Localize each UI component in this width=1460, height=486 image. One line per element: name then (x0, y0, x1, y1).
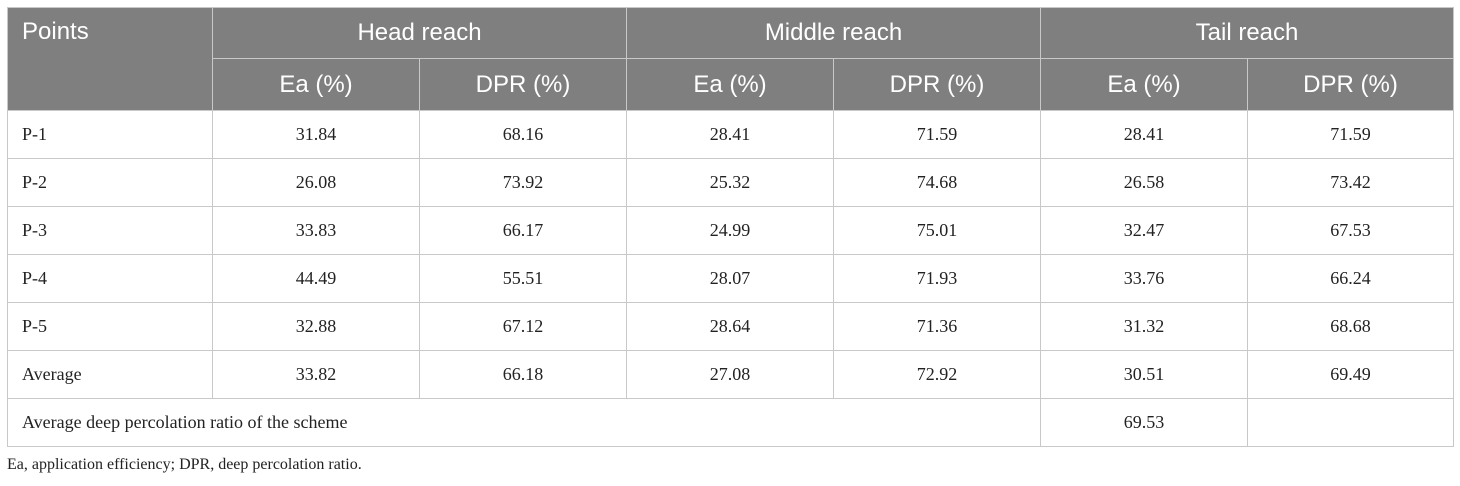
summary-row: Average deep percolation ratio of the sc… (6, 398, 1455, 447)
cell: 68.68 (1247, 302, 1455, 351)
cell: 28.41 (1040, 110, 1249, 159)
table-row: P-3 33.83 66.17 24.99 75.01 32.47 67.53 (7, 206, 1455, 255)
cell: 72.92 (833, 350, 1042, 399)
cell: 66.18 (418, 350, 628, 399)
cell: 66.24 (1247, 254, 1455, 303)
cell: 26.08 (212, 158, 420, 207)
cell: 75.01 (833, 206, 1042, 255)
header-points: Points (7, 7, 213, 111)
header-row-subcolumns: Ea (%) DPR (%) Ea (%) DPR (%) Ea (%) DPR… (8, 58, 1455, 111)
cell: 44.49 (212, 254, 420, 303)
header-head-ea: Ea (%) (212, 58, 420, 111)
percolation-table: Points Head reach Middle reach Tail reac… (6, 7, 1455, 447)
row-label: Average (7, 350, 213, 399)
data-table-container: Points Head reach Middle reach Tail reac… (6, 7, 1455, 447)
cell: 31.32 (1040, 302, 1249, 351)
cell: 26.58 (1040, 158, 1249, 207)
cell: 66.17 (418, 206, 628, 255)
cell: 71.36 (833, 302, 1042, 351)
cell: 31.84 (212, 110, 420, 159)
table-row: P-4 44.49 55.51 28.07 71.93 33.76 66.24 (7, 254, 1455, 303)
cell: 33.76 (1040, 254, 1249, 303)
cell: 28.07 (626, 254, 835, 303)
row-label: P-3 (7, 206, 213, 255)
cell: 32.88 (212, 302, 420, 351)
row-label: P-1 (7, 110, 213, 159)
row-label: P-5 (7, 302, 213, 351)
cell: 30.51 (1040, 350, 1249, 399)
cell: 28.41 (626, 110, 835, 159)
cell: 71.59 (1247, 110, 1455, 159)
header-middle-dpr: DPR (%) (833, 58, 1042, 111)
header-tail-ea: Ea (%) (1040, 58, 1249, 111)
table-row: P-1 31.84 68.16 28.41 71.59 28.41 71.59 (7, 110, 1455, 159)
cell: 28.64 (626, 302, 835, 351)
table-footnote: Ea, application efficiency; DPR, deep pe… (7, 456, 362, 473)
row-label: P-4 (7, 254, 213, 303)
cell: 71.93 (833, 254, 1042, 303)
cell: 55.51 (418, 254, 628, 303)
header-row-groups: Points Head reach Middle reach Tail reac… (7, 7, 1455, 111)
summary-value: 69.53 (1040, 398, 1249, 447)
cell: 33.83 (212, 206, 420, 255)
cell: 27.08 (626, 350, 835, 399)
cell: 67.12 (418, 302, 628, 351)
table-row: P-2 26.08 73.92 25.32 74.68 26.58 73.42 (7, 158, 1455, 207)
cell: 25.32 (626, 158, 835, 207)
cell: 69.49 (1247, 350, 1455, 399)
cell: 74.68 (833, 158, 1042, 207)
summary-label: Average deep percolation ratio of the sc… (6, 398, 1042, 447)
table-row: P-5 32.88 67.12 28.64 71.36 31.32 68.68 (7, 302, 1455, 351)
cell: 33.82 (212, 350, 420, 399)
header-middle-reach: Middle reach (626, 7, 1042, 59)
cell: 73.42 (1247, 158, 1455, 207)
header-tail-reach: Tail reach (1040, 7, 1455, 59)
cell: 24.99 (626, 206, 835, 255)
cell: 71.59 (833, 110, 1042, 159)
header-tail-dpr: DPR (%) (1247, 58, 1455, 111)
cell: 32.47 (1040, 206, 1249, 255)
row-label: P-2 (7, 158, 213, 207)
summary-empty-cell (1247, 398, 1455, 447)
cell: 68.16 (418, 110, 628, 159)
header-head-dpr: DPR (%) (418, 58, 628, 111)
header-middle-ea: Ea (%) (626, 58, 835, 111)
table-row: Average 33.82 66.18 27.08 72.92 30.51 69… (7, 350, 1455, 399)
cell: 67.53 (1247, 206, 1455, 255)
cell: 73.92 (418, 158, 628, 207)
header-head-reach: Head reach (211, 7, 628, 59)
